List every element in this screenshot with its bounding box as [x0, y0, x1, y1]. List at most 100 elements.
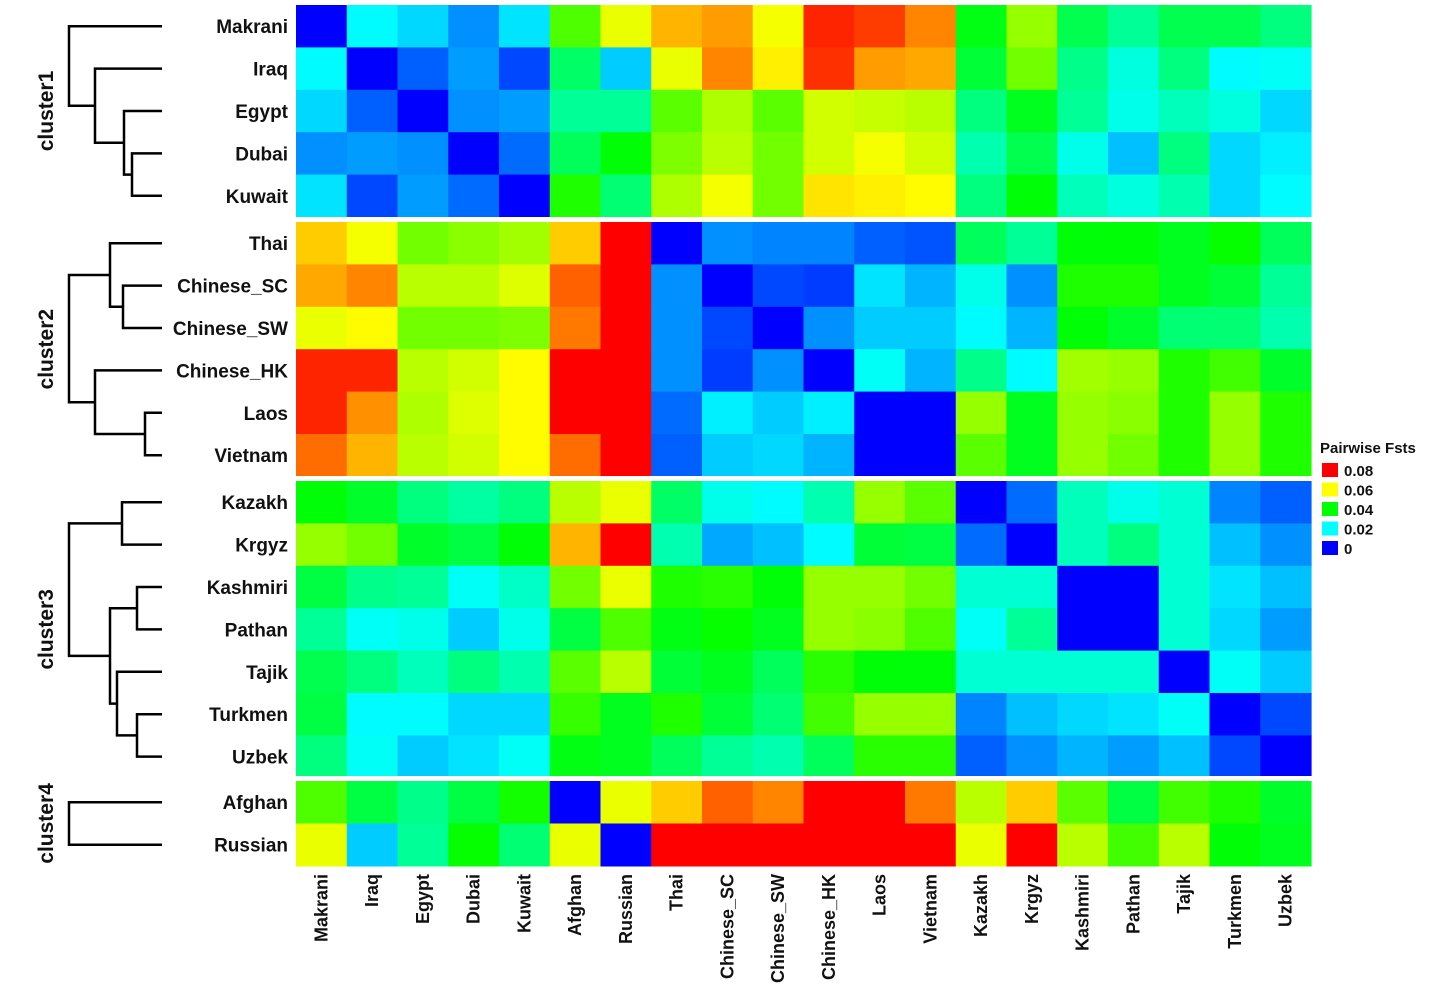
heatmap-cell — [397, 523, 449, 567]
heatmap-cell — [702, 5, 754, 48]
heatmap-cell — [397, 89, 449, 133]
row-label: Chinese_HK — [176, 361, 288, 382]
heatmap-cell — [549, 264, 602, 308]
heatmap-cell — [752, 349, 805, 393]
heatmap-cell — [296, 735, 348, 779]
heatmap-cell — [1209, 823, 1261, 867]
heatmap-cell — [1260, 391, 1312, 435]
heatmap-cell — [1260, 781, 1312, 824]
heatmap-cell — [955, 132, 1008, 176]
heatmap-cell — [1108, 89, 1160, 133]
heatmap-cell — [448, 693, 500, 736]
heatmap-cell — [1108, 481, 1160, 524]
heatmap-cell — [549, 5, 602, 48]
heatmap-cell — [1006, 132, 1058, 176]
cluster-separators — [296, 217, 1312, 781]
heatmap-cell — [1158, 306, 1211, 350]
heatmap-cell — [346, 608, 399, 652]
legend-label: 0 — [1344, 541, 1352, 558]
cluster-separator — [296, 776, 1312, 781]
heatmap-cell — [397, 565, 449, 609]
heatmap-cell — [803, 89, 855, 133]
heatmap-cell — [600, 481, 652, 524]
heatmap-cell — [1209, 306, 1261, 350]
heatmap-cell — [1260, 264, 1312, 308]
heatmap-cell — [448, 781, 500, 824]
heatmap-cell — [1108, 222, 1160, 265]
heatmap-cell — [549, 349, 602, 393]
heatmap-cell — [702, 132, 754, 176]
column-label: Iraq — [362, 874, 382, 907]
heatmap-cell — [549, 565, 602, 609]
heatmap-cell — [1108, 693, 1160, 736]
heatmap-cell — [1006, 391, 1058, 435]
heatmap-cell — [803, 47, 855, 91]
heatmap-cell — [651, 264, 703, 308]
heatmap-cell — [803, 693, 855, 736]
heatmap-cell — [296, 608, 348, 652]
heatmap-cell — [499, 823, 551, 867]
heatmap-cell — [600, 735, 652, 779]
heatmap-cell — [1108, 174, 1160, 218]
heatmap-cell — [1057, 565, 1109, 609]
heatmap-cell — [854, 781, 906, 824]
cluster-label: cluster4 — [35, 783, 58, 864]
heatmap-cell — [1209, 349, 1261, 393]
legend-label: 0.08 — [1344, 463, 1373, 480]
cluster-separator — [296, 476, 1312, 481]
column-labels: Makrani Iraq Egypt Dubai Kuwait Afghan Russian… — [311, 873, 1295, 983]
heatmap-cell — [499, 5, 551, 48]
heatmap-cell — [905, 823, 957, 867]
heatmap-cell — [752, 132, 805, 176]
heatmap-cell — [499, 434, 551, 477]
heatmap-cell — [346, 565, 399, 609]
column-label: Kazakh — [971, 874, 991, 937]
heatmap-cell — [651, 434, 703, 477]
heatmap-cell — [854, 349, 906, 393]
heatmap-cell — [651, 222, 703, 265]
heatmap-cell — [397, 47, 449, 91]
heatmap-cell — [1260, 47, 1312, 91]
heatmap-cell — [651, 481, 703, 524]
heatmap-cell — [499, 693, 551, 736]
heatmap-cell — [1158, 89, 1211, 133]
dendrogram-branch — [121, 284, 162, 330]
heatmap-cell — [1108, 306, 1160, 350]
heatmap-cell — [803, 565, 855, 609]
heatmap-cell — [1260, 481, 1312, 524]
heatmap-cell — [448, 823, 500, 867]
heatmap-cell — [651, 823, 703, 867]
heatmap-cell — [955, 781, 1008, 824]
heatmap-cell — [1108, 823, 1160, 867]
row-label: Kuwait — [226, 187, 289, 208]
heatmap-cell — [1006, 565, 1058, 609]
heatmap-cell — [651, 132, 703, 176]
heatmap-cell — [702, 650, 754, 694]
dendrogram-branch — [108, 606, 137, 705]
row-label: Makrani — [216, 17, 288, 38]
heatmap-cell — [1006, 693, 1058, 736]
heatmap-cell — [448, 174, 500, 218]
heatmap-cell — [499, 306, 551, 350]
heatmap-cell — [600, 391, 652, 435]
heatmap-cell — [854, 5, 906, 48]
heatmap-cell — [549, 434, 602, 477]
heatmap-cell — [702, 823, 754, 867]
heatmap-cell — [1057, 5, 1109, 48]
heatmap-cell — [752, 823, 805, 867]
row-label: Egypt — [235, 102, 288, 123]
heatmap-cell — [1260, 434, 1312, 477]
heatmap-cell — [346, 5, 399, 48]
row-label: Vietnam — [214, 446, 288, 467]
heatmap-cell — [1158, 693, 1211, 736]
heatmap-cell — [1057, 349, 1109, 393]
heatmap-cell — [702, 693, 754, 736]
heatmap-cell — [702, 306, 754, 350]
heatmap-cell — [1209, 5, 1261, 48]
heatmap-cell — [752, 565, 805, 609]
heatmap-cell — [955, 565, 1008, 609]
heatmap-cell — [651, 349, 703, 393]
heatmap-cell — [296, 781, 348, 824]
dendrogram-branch — [93, 67, 162, 145]
heatmap-cell — [448, 89, 500, 133]
